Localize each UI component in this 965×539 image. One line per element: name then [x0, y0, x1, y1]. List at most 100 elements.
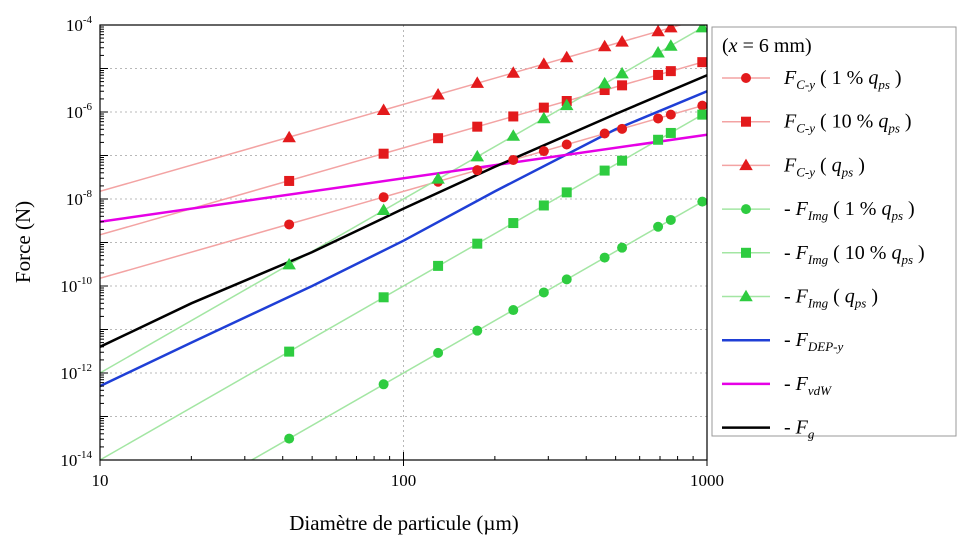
data-point	[284, 175, 295, 186]
data-point	[617, 155, 628, 166]
data-point	[376, 203, 391, 216]
data-point	[472, 238, 483, 249]
data-point	[433, 133, 444, 144]
legend-label: - Fg	[784, 417, 815, 442]
data-point	[653, 69, 664, 80]
series-line-fvdw	[100, 133, 707, 223]
data-point	[378, 192, 389, 203]
data-point	[653, 134, 664, 145]
series-markers-fimg_q	[282, 25, 707, 270]
y-tick-label: 10-6	[66, 101, 93, 122]
data-point	[470, 76, 485, 88]
data-point	[282, 130, 296, 143]
data-point	[378, 379, 389, 390]
data-point	[653, 221, 664, 232]
y-tick-label: 10-12	[60, 362, 92, 383]
data-point	[538, 287, 549, 298]
data-point	[559, 50, 574, 63]
data-point	[506, 129, 521, 141]
data-point	[697, 100, 707, 111]
marker-layer	[282, 25, 707, 444]
data-point	[538, 200, 549, 211]
data-point	[472, 121, 483, 132]
data-point	[508, 218, 519, 229]
legend-label: - FImg ( 1 % qps )	[784, 198, 915, 223]
data-point	[697, 196, 707, 207]
data-point	[538, 146, 549, 157]
data-point	[599, 252, 610, 263]
legend-box	[711, 26, 957, 437]
data-point	[508, 154, 519, 165]
data-point	[653, 113, 664, 124]
data-point	[470, 149, 485, 162]
legend-title: (x = 6 mm)	[722, 35, 812, 57]
data-point	[617, 123, 628, 134]
data-point	[617, 80, 628, 91]
data-point	[472, 165, 483, 176]
series-line-fdep	[100, 90, 707, 388]
legend-label: - FvdW	[784, 373, 832, 398]
legend-entry-fg: - Fg	[722, 417, 815, 442]
data-point	[378, 292, 389, 303]
data-point	[741, 116, 751, 127]
y-tick-label: 10-10	[60, 275, 92, 296]
data-point	[431, 172, 445, 184]
data-point	[739, 289, 753, 302]
legend-entry-fimg_q: - FImg ( qps )	[722, 286, 878, 311]
data-point	[508, 111, 519, 122]
series-markers-fimg_10	[284, 109, 707, 357]
data-point	[651, 46, 665, 58]
legend-label: - FImg ( 10 % qps )	[784, 242, 925, 267]
legend-entry-fc_10: FC-y ( 10 % qps )	[722, 111, 912, 136]
data-point	[651, 25, 665, 37]
legend-entry-fc_1: FC-y ( 1 % qps )	[722, 67, 902, 92]
data-point	[697, 57, 707, 68]
data-point	[599, 85, 610, 96]
legend-entries: FC-y ( 1 % qps ) FC-y ( 10 % qps ) FC-y ( …	[722, 67, 925, 442]
series-line-fg	[100, 74, 707, 348]
data-point	[665, 214, 676, 225]
x-tick-label: 100	[391, 471, 417, 490]
data-point	[664, 25, 678, 33]
data-point	[739, 158, 753, 171]
data-point	[695, 25, 707, 33]
y-tick-label: 10-4	[66, 14, 93, 35]
data-point	[561, 187, 572, 198]
x-axis-title: Diamètre de particule (µm)	[289, 511, 519, 535]
data-point	[597, 39, 612, 52]
data-point	[433, 260, 444, 271]
y-tick-label: 10-14	[60, 449, 92, 470]
legend-label: FC-y ( 1 % qps )	[783, 67, 902, 92]
data-point	[537, 111, 551, 124]
legend-entry-fimg_1: - FImg ( 1 % qps )	[722, 198, 915, 223]
data-point	[561, 139, 572, 150]
legend: (x = 6 mm) FC-y ( 1 % qps ) FC-y ( 10 % q…	[711, 26, 957, 442]
data-point	[615, 66, 629, 79]
legend-entry-fvdw: - FvdW	[722, 373, 832, 398]
data-point	[617, 242, 628, 253]
data-point	[665, 127, 676, 138]
data-point	[433, 347, 444, 358]
legend-entry-fdep: - FDEP-y	[722, 329, 843, 354]
data-point	[508, 305, 519, 316]
data-point	[599, 165, 610, 176]
data-point	[537, 57, 551, 69]
data-point	[284, 346, 295, 357]
y-axis-title: Force (N)	[11, 201, 35, 283]
x-tick-label: 10	[92, 471, 109, 490]
data-point	[506, 66, 521, 78]
data-point	[599, 128, 610, 139]
legend-label: - FDEP-y	[784, 329, 843, 354]
legend-label: - FImg ( qps )	[784, 286, 878, 311]
grid	[100, 25, 707, 460]
y-tick-label: 10-8	[66, 188, 93, 209]
data-point	[284, 433, 295, 444]
data-point	[597, 76, 612, 89]
data-point	[697, 109, 707, 120]
legend-entry-fc_q: FC-y ( qps )	[722, 154, 865, 179]
data-point	[665, 66, 676, 77]
data-point	[284, 219, 295, 230]
data-point	[561, 274, 572, 285]
legend-entry-fimg_10: - FImg ( 10 % qps )	[722, 242, 925, 267]
